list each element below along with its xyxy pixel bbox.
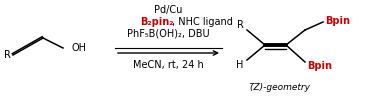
Text: H: H bbox=[236, 60, 244, 70]
Text: Pd/Cu: Pd/Cu bbox=[154, 5, 182, 15]
Text: , NHC ligand: , NHC ligand bbox=[172, 17, 233, 27]
Text: MeCN, rt, 24 h: MeCN, rt, 24 h bbox=[133, 60, 203, 70]
Text: Bpin: Bpin bbox=[325, 16, 350, 26]
Text: PhF₅B(OH)₂, DBU: PhF₅B(OH)₂, DBU bbox=[127, 29, 209, 39]
Text: B₂pin₂: B₂pin₂ bbox=[140, 17, 174, 27]
Text: OH: OH bbox=[71, 43, 86, 53]
Text: R: R bbox=[3, 50, 11, 60]
Text: R: R bbox=[237, 20, 243, 30]
Text: Bpin: Bpin bbox=[307, 61, 332, 71]
Text: (̅Z)-geometry: (̅Z)-geometry bbox=[250, 84, 310, 92]
